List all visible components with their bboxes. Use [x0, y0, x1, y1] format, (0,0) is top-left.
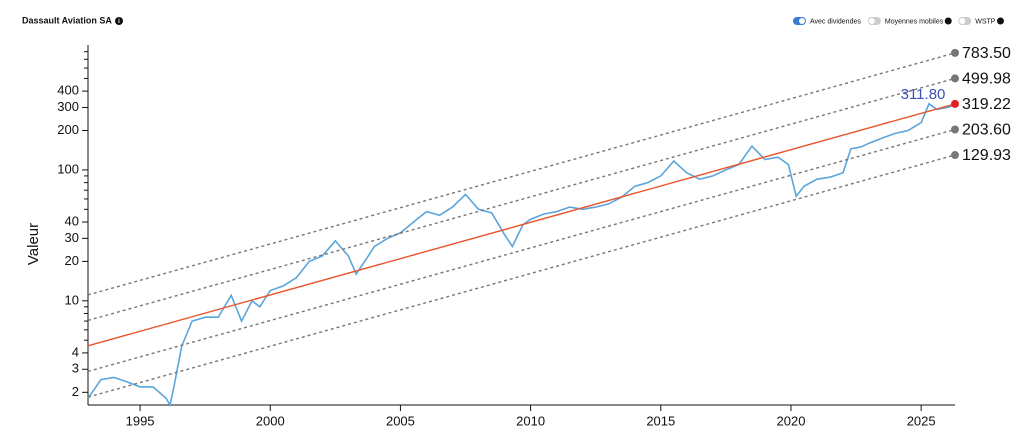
x-tick-label: 2005: [386, 413, 415, 428]
band-line: [87, 77, 956, 322]
x-tick-label: 1995: [126, 413, 155, 428]
current-value-label: 311.80: [901, 86, 946, 103]
end-dot: [951, 74, 959, 83]
y-tick-label: 10: [65, 292, 79, 307]
y-tick-label: 3: [72, 361, 79, 376]
band-line: [87, 52, 956, 296]
end-dot: [951, 125, 959, 134]
y-tick-label: 40: [65, 213, 79, 228]
trend-line: [87, 103, 956, 347]
y-tick-label: 4: [72, 344, 79, 359]
end-label: 783.50: [962, 45, 1011, 62]
chart-title: Dassault Aviation SA: [22, 15, 112, 25]
y-tick-label: 100: [57, 161, 79, 176]
y-tick-label: 300: [57, 99, 79, 114]
y-tick-label: 400: [57, 83, 79, 98]
info-icon[interactable]: [115, 17, 123, 25]
end-label: 319.22: [962, 96, 1011, 113]
x-tick-label: 2020: [777, 413, 806, 428]
x-tick-label: 2025: [907, 413, 936, 428]
price-line: [87, 102, 956, 408]
end-label: 129.93: [962, 147, 1011, 164]
y-tick-label: 200: [57, 122, 79, 137]
toggle-knob: [868, 18, 875, 24]
toggle-knob: [799, 18, 805, 24]
x-tick-label: 2015: [646, 413, 675, 428]
info-icon-text: i: [118, 19, 120, 25]
end-dot: [951, 99, 959, 108]
y-tick-label: 30: [65, 230, 79, 245]
y-tick-label: 20: [65, 253, 79, 268]
toggle-label: Avec dividendes: [810, 18, 861, 25]
band-line: [87, 154, 956, 398]
end-dot: [951, 48, 959, 57]
end-dot: [951, 151, 959, 160]
x-tick-label: 2010: [516, 413, 545, 428]
info-icon[interactable]: [944, 17, 952, 25]
end-label: 499.98: [962, 71, 1011, 88]
x-tick-label: 2000: [256, 413, 285, 428]
y-tick-label: 2: [72, 384, 79, 399]
y-axis-label: Valeur: [25, 223, 42, 265]
toggle-knob: [959, 18, 966, 24]
toggle-label: WSTP: [975, 18, 996, 25]
info-icon[interactable]: [996, 17, 1004, 25]
toggle-label: Moyennes mobiles: [885, 18, 944, 25]
end-label: 203.60: [962, 122, 1011, 139]
band-line: [87, 128, 956, 373]
